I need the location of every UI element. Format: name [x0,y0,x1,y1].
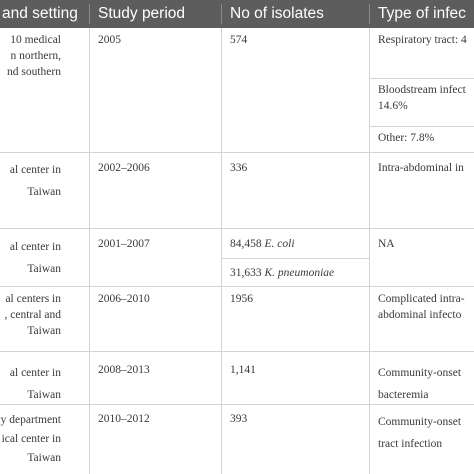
isolate-count-value: 84,458 [230,238,262,250]
setting-text: Taiwan [27,325,61,337]
setting-text: al center in [9,164,61,176]
isolate-count: 84,458 E. coli [230,236,295,252]
isolate-count: 1,141 [230,364,256,376]
header-setting: and setting [2,5,78,22]
setting-text: nd southern [7,66,61,78]
subrow-divider [370,126,474,127]
infection-type-line: Bloodstream infect [378,84,466,96]
isolate-count: 1956 [230,293,253,305]
infection-type: Respiratory tract: 4 [378,34,467,46]
infection-type: Community-onset bacteremia [378,362,461,406]
study-period: 2001–2007 [98,238,150,250]
header-study-period: Study period [98,5,186,22]
infection-type: Bloodstream infect 14.6% [378,82,466,114]
isolate-count: 336 [230,162,248,174]
infection-type-line: Complicated intra- [378,293,465,305]
header-divider [89,4,90,24]
subrow-divider [370,78,474,79]
study-period: 2008–2013 [98,364,150,376]
setting-text: al centers in [5,293,61,305]
table-row: 10 medical n northern, nd southern [7,32,61,80]
infection-type: Intra-abdominal in [378,162,464,174]
column-divider [221,28,222,474]
table-row: al center in Taiwan [10,159,61,203]
organism-name: K. pneumoniae [264,267,335,279]
isolate-count: 393 [230,413,248,425]
setting-text: ical center in [1,433,61,445]
column-divider [89,28,90,474]
infection-type-line: tract infection [378,438,443,450]
column-divider [369,28,370,474]
row-divider [0,152,474,153]
infection-type: Community-onset tract infection [378,411,461,455]
setting-text: acy department [0,414,61,426]
header-divider [221,4,222,24]
setting-text: Taiwan [27,452,61,464]
isolate-count-value: 31,633 [230,267,262,279]
table-row: acy department ical center in Taiwan [0,411,61,468]
row-divider [0,351,474,352]
infection-type: Complicated intra- abdominal infecto [378,291,465,323]
setting-text: n northern, [10,50,61,62]
setting-text: al center in [9,241,61,253]
setting-text: Taiwan [27,186,61,198]
row-divider [0,404,474,405]
infection-type-line: Community-onset [378,416,462,428]
study-period: 2005 [98,34,121,46]
setting-text: , central and [4,309,61,321]
infection-type: Other: 7.8% [378,132,435,144]
infection-type-line: Community-onset [378,367,462,379]
table-header: and setting Study period No of isolates … [0,0,474,28]
row-divider [0,228,474,229]
table-row: al centers in , central and Taiwan [4,291,61,339]
setting-text: al center in [9,367,61,379]
table-row: al center in Taiwan [10,362,61,406]
header-infection-type: Type of infec [378,5,466,22]
setting-text: Taiwan [27,389,61,401]
study-period: 2006–2010 [98,293,150,305]
infection-type-line: abdominal infecto [378,309,462,321]
setting-text: Taiwan [27,263,61,275]
subrow-divider [222,258,369,259]
infection-type-line: bacteremia [378,389,429,401]
infection-type: NA [378,238,395,250]
setting-text: 10 medical [10,34,61,46]
header-divider [369,4,370,24]
isolate-count: 574 [230,34,248,46]
study-period: 2002–2006 [98,162,150,174]
isolate-count: 31,633 K. pneumoniae [230,265,334,281]
study-period: 2010–2012 [98,413,150,425]
table-row: al center in Taiwan [10,236,61,280]
organism-name: E. coli [264,238,295,250]
row-divider [0,286,474,287]
infection-type-line: 14.6% [378,100,408,112]
header-isolates: No of isolates [230,5,324,22]
